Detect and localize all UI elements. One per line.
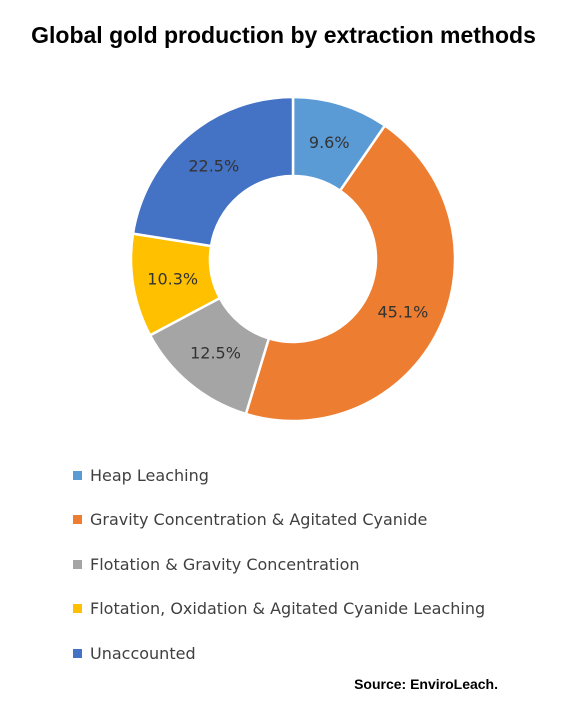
- chart-title: Global gold production by extraction met…: [31, 22, 536, 48]
- legend-label: Flotation & Gravity Concentration: [90, 554, 360, 574]
- slice-data-label-1: 9.6%: [309, 133, 350, 152]
- legend-label: Heap Leaching: [90, 465, 209, 485]
- slice-data-label-3: 12.5%: [190, 344, 241, 363]
- legend-label: Gravity Concentration & Agitated Cyanide: [90, 510, 428, 530]
- slice-data-label-5: 22.5%: [188, 157, 239, 176]
- legend-item: Flotation & Gravity Concentration: [73, 542, 485, 587]
- slice-data-label-4: 10.3%: [147, 270, 198, 289]
- legend-swatch: [73, 470, 82, 480]
- legend-swatch: [73, 604, 82, 614]
- legend-swatch: [73, 648, 82, 658]
- donut-slice-2: [244, 123, 457, 423]
- legend-item: Gravity Concentration & Agitated Cyanide: [73, 498, 485, 543]
- legend-item: Unaccounted: [73, 631, 485, 676]
- slice-data-label-2: 45.1%: [377, 302, 428, 321]
- legend-swatch: [73, 559, 82, 569]
- donut-slice-5: [131, 95, 295, 248]
- legend-label: Flotation, Oxidation & Agitated Cyanide …: [90, 599, 486, 619]
- legend-label: Unaccounted: [90, 643, 196, 663]
- source-note: Source: EnviroLeach.: [354, 676, 498, 692]
- legend-item: Flotation, Oxidation & Agitated Cyanide …: [73, 587, 485, 632]
- legend-swatch: [73, 515, 82, 525]
- legend-item: Heap Leaching: [73, 453, 485, 498]
- chart-legend: Heap Leaching Gravity Concentration & Agi…: [73, 453, 485, 676]
